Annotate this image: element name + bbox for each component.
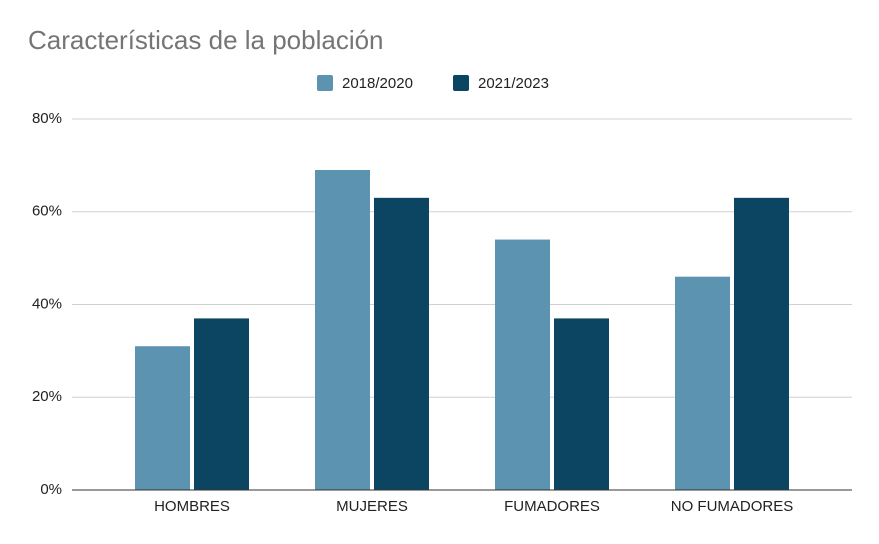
y-tick-label: 40% xyxy=(32,295,62,312)
y-tick-label: 0% xyxy=(40,481,62,498)
legend-label: 2021/2023 xyxy=(478,75,549,92)
chart-title: Características de la población xyxy=(28,25,384,55)
x-tick-label: NO FUMADORES xyxy=(671,498,794,515)
x-tick-label: HOMBRES xyxy=(154,498,230,515)
legend-label: 2018/2020 xyxy=(342,75,413,92)
y-tick-label: 60% xyxy=(32,203,62,220)
bar xyxy=(734,197,789,490)
y-tick-label: 80% xyxy=(32,110,62,127)
bar xyxy=(374,197,429,490)
x-tick-label: FUMADORES xyxy=(504,498,600,515)
bar xyxy=(554,318,609,490)
bar xyxy=(675,276,730,490)
legend-swatch xyxy=(317,75,333,91)
bar xyxy=(315,170,370,490)
y-tick-label: 20% xyxy=(32,388,62,405)
bar xyxy=(495,239,550,490)
legend-swatch xyxy=(453,75,469,91)
bar xyxy=(135,346,190,490)
bar xyxy=(194,318,249,490)
x-tick-label: MUJERES xyxy=(336,498,408,515)
